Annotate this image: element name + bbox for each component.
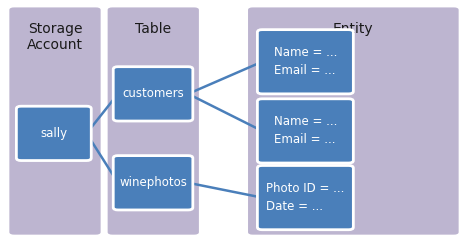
FancyBboxPatch shape: [113, 156, 193, 210]
Text: Table: Table: [135, 22, 171, 36]
Text: customers: customers: [122, 87, 184, 100]
FancyBboxPatch shape: [9, 7, 101, 235]
Text: Entity: Entity: [333, 22, 373, 36]
Text: Storage
Account: Storage Account: [27, 22, 83, 52]
Text: Name = ...
Email = ...: Name = ... Email = ...: [274, 46, 337, 77]
Text: Photo ID = ...
Date = ...: Photo ID = ... Date = ...: [266, 182, 344, 213]
FancyBboxPatch shape: [108, 7, 199, 235]
FancyBboxPatch shape: [113, 67, 193, 121]
Text: Name = ...
Email = ...: Name = ... Email = ...: [274, 115, 337, 146]
FancyBboxPatch shape: [248, 7, 459, 235]
Text: sally: sally: [40, 127, 67, 140]
FancyBboxPatch shape: [16, 106, 91, 161]
Text: winephotos: winephotos: [119, 176, 187, 189]
FancyBboxPatch shape: [257, 165, 353, 230]
FancyBboxPatch shape: [257, 99, 353, 163]
FancyBboxPatch shape: [257, 30, 353, 94]
